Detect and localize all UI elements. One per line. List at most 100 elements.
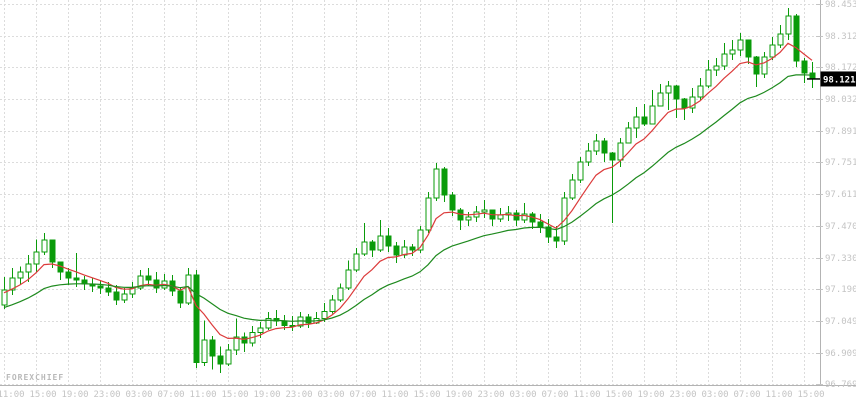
candle <box>705 59 712 88</box>
candle-body-bear <box>73 277 80 281</box>
candle <box>25 255 32 283</box>
candle-body-bull <box>705 69 712 87</box>
candle <box>385 228 392 253</box>
time-axis-label: 07:00 <box>349 390 376 400</box>
candle-body-bull <box>233 336 240 351</box>
time-axis-label: 15:00 <box>29 390 56 400</box>
candle-body-bear <box>793 15 800 62</box>
price-axis-label: 97.470 <box>825 222 856 232</box>
price-axis-label: 98.312 <box>825 32 856 42</box>
price-scale[interactable]: 98.453 98.312 98.172 98.032 97.891 97.751 97.6… <box>816 0 856 390</box>
candle-body-bear <box>673 85 680 100</box>
candle-body-bull <box>761 56 768 75</box>
time-axis-label: 11:00 <box>0 390 25 400</box>
candle-body-bear <box>441 168 448 196</box>
time-axis-label: 23:00 <box>669 390 696 400</box>
candle-body-bull <box>401 246 408 256</box>
candle-body-bull <box>225 349 232 365</box>
candle <box>113 285 120 306</box>
price-axis-label: 98.172 <box>825 63 856 73</box>
candle <box>401 240 408 259</box>
candle-body-bear <box>745 39 752 58</box>
candle-body-bear <box>393 245 400 256</box>
time-axis-label: 03:00 <box>317 390 344 400</box>
candle-body-bull <box>337 287 344 301</box>
candle-body-bear <box>409 246 416 251</box>
candle-body-bull <box>201 339 208 363</box>
candle <box>745 39 752 65</box>
time-axis-label: 19:00 <box>637 390 664 400</box>
candle-body-bull <box>1 289 8 306</box>
time-axis-label: 07:00 <box>157 390 184 400</box>
candle <box>689 87 696 114</box>
candle <box>577 157 584 184</box>
candle-body-bear <box>241 336 248 344</box>
candle-body-bear <box>209 339 216 357</box>
candle <box>377 220 384 253</box>
candle-body-bull <box>433 168 440 199</box>
price-axis-label: 97.049 <box>825 317 856 327</box>
candle-body-bull <box>633 116 640 129</box>
candle <box>233 318 240 356</box>
candle <box>609 152 616 224</box>
candle <box>337 283 344 303</box>
candle-body-bull <box>25 263 32 273</box>
candle-body-bear <box>97 285 104 289</box>
candle-body-bull <box>33 251 40 265</box>
candle <box>441 167 448 203</box>
candle <box>65 268 72 286</box>
candle-body-bull <box>777 33 784 46</box>
candle-body-bull <box>697 85 704 98</box>
candle-body-bull <box>521 213 528 221</box>
price-axis-label: 97.611 <box>825 190 856 200</box>
ma-slow-line <box>3 74 813 322</box>
candle <box>521 203 528 224</box>
price-axis-label: 97.891 <box>825 127 856 137</box>
candle <box>513 210 520 227</box>
candle-body-bear <box>153 279 160 289</box>
candle-body-bull <box>481 209 488 213</box>
price-axis-label: 96.909 <box>825 349 856 359</box>
candle-body-bear <box>145 275 152 281</box>
current-price-marker: 98.121 <box>807 71 856 87</box>
candle <box>225 344 232 367</box>
time-axis-label: 11:00 <box>765 390 792 400</box>
candle <box>601 138 608 163</box>
candle <box>201 320 208 367</box>
time-scale[interactable]: 11:00 15:00 19:00 23:00 03:00 07:00 11:00 15:00… <box>0 390 825 400</box>
candle-body-bull <box>625 127 632 144</box>
candle <box>777 24 784 49</box>
candle-body-bull <box>321 310 328 319</box>
candle <box>353 248 360 273</box>
candle <box>793 13 800 67</box>
candle-body-bear <box>369 241 376 251</box>
time-axis-label: 15:00 <box>797 390 824 400</box>
candle <box>721 43 728 70</box>
candle-body-bull <box>257 327 264 333</box>
time-axis-label: 23:00 <box>285 390 312 400</box>
price-axis-label: 97.751 <box>825 158 856 168</box>
candle-body-bull <box>345 269 352 289</box>
candle-body-bear <box>49 239 56 263</box>
candle-body-bull <box>377 235 384 251</box>
candle <box>457 208 464 231</box>
candle <box>425 192 432 234</box>
candle <box>217 346 224 374</box>
candle-body-bull <box>265 317 272 329</box>
candle <box>329 295 336 314</box>
candle-body-bear <box>641 116 648 125</box>
candle <box>409 244 416 257</box>
candle <box>697 78 704 100</box>
candle <box>753 55 760 88</box>
candle <box>41 233 48 256</box>
candle-body-bull <box>785 15 792 35</box>
candle-body-bull <box>713 65 720 71</box>
candle <box>393 242 400 264</box>
price-axis-label: 96.769 <box>825 380 856 390</box>
candle-body-bear <box>601 140 608 154</box>
candle <box>769 36 776 60</box>
time-axis-label: 15:00 <box>605 390 632 400</box>
time-axis-label: 07:00 <box>733 390 760 400</box>
candle-body-bull <box>297 316 304 327</box>
